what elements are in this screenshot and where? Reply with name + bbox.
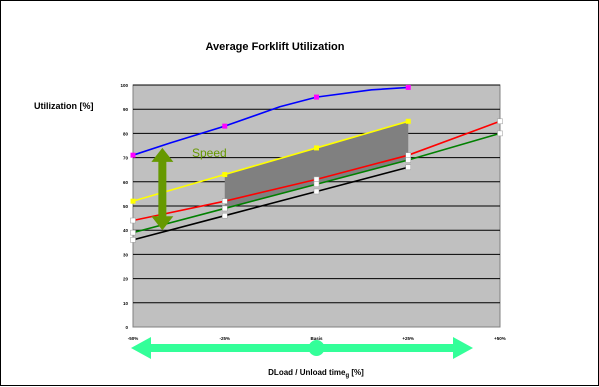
axis-arrow-head-right — [453, 337, 473, 359]
y-tick-label: 40 — [123, 228, 129, 233]
data-point — [130, 217, 136, 224]
data-point — [497, 118, 503, 125]
data-point — [405, 118, 411, 124]
data-point — [405, 157, 411, 163]
axis-arrow-head-left — [131, 337, 151, 359]
y-tick-label: 90 — [123, 107, 129, 112]
y-axis-label: Utilization [%] — [34, 101, 94, 111]
axis-arrow-shaft — [149, 344, 455, 352]
y-tick-label: 70 — [123, 156, 129, 161]
series-markers — [130, 84, 503, 243]
data-point — [130, 198, 136, 204]
speed-arrow — [151, 147, 174, 231]
x-tick-labels: -50% -25% Basis +25% +50% — [128, 336, 506, 341]
x-tick-label: -25% — [219, 336, 230, 341]
speed-arrow-head-down — [151, 216, 174, 231]
data-point — [405, 164, 411, 171]
speed-arrow-head-up — [151, 147, 174, 162]
x-axis-range-arrow — [131, 337, 473, 359]
x-tick-label: Basis — [310, 336, 323, 341]
data-point — [130, 152, 136, 158]
data-point — [405, 84, 411, 90]
series-line — [132, 86, 409, 156]
axis-arrow-center-dot — [308, 340, 325, 356]
data-point — [130, 229, 136, 236]
data-point — [222, 205, 228, 212]
data-point — [313, 188, 320, 195]
x-tick-label: +25% — [402, 336, 414, 341]
y-tick-label: 100 — [120, 83, 128, 88]
data-point — [314, 94, 319, 100]
data-point — [313, 181, 320, 187]
data-point — [222, 198, 228, 204]
y-tick-label: 10 — [123, 301, 129, 306]
x-axis-label: DLoad / Unload timeg [%] — [268, 368, 364, 379]
y-tick-label: 50 — [123, 204, 129, 209]
x-axis-label-main: DLoad / Unload time — [268, 368, 346, 377]
y-tick-label: 20 — [123, 277, 129, 282]
data-point — [222, 212, 228, 219]
speed-arrow-shaft — [158, 159, 167, 219]
shaded-band — [224, 121, 409, 209]
speed-label: Speed — [192, 146, 227, 160]
data-point — [314, 145, 319, 151]
y-tick-label: 30 — [123, 252, 129, 257]
series-line — [132, 120, 409, 202]
chart-title: Average Forklift Utilization — [206, 41, 345, 53]
y-tick-label: 0 — [125, 325, 128, 330]
data-point — [222, 172, 228, 178]
series-line — [132, 166, 409, 241]
y-tick-labels: 0 10 20 30 40 50 60 70 80 90 100 — [120, 83, 128, 330]
data-point — [313, 176, 320, 183]
x-tick-label: +50% — [494, 336, 506, 341]
grid-lines — [133, 84, 500, 304]
x-axis-label-suffix: [%] — [349, 368, 364, 377]
data-point — [222, 123, 228, 129]
data-point — [130, 237, 136, 243]
data-point — [405, 152, 411, 158]
y-tick-label: 80 — [123, 131, 129, 136]
x-tick-label: -50% — [128, 336, 139, 341]
data-point — [497, 130, 503, 137]
x-axis-label-subscript: g — [346, 373, 350, 379]
y-tick-label: 60 — [123, 180, 129, 185]
